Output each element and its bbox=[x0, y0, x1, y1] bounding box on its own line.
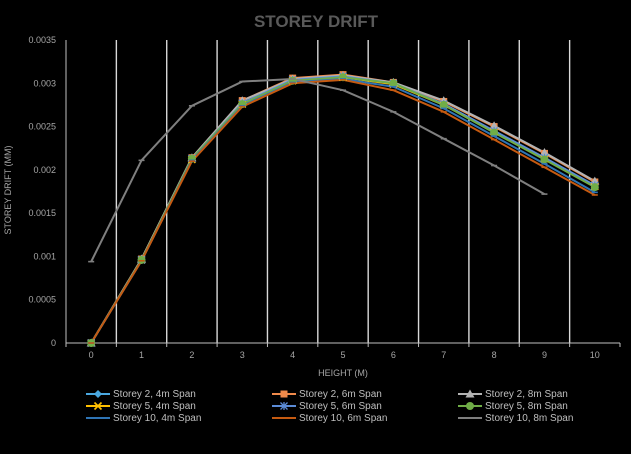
data-point bbox=[539, 148, 549, 157]
chart-title: STOREY DRIFT bbox=[254, 12, 379, 31]
legend-swatch bbox=[272, 390, 296, 398]
data-point bbox=[489, 121, 499, 130]
legend-item: Storey 5, 6m Span bbox=[271, 400, 382, 412]
legend-item: Storey 5, 8m Span bbox=[457, 400, 568, 412]
y-tick-label: 0.0035 bbox=[28, 35, 56, 45]
legend-swatch bbox=[458, 389, 482, 398]
x-tick-label: 10 bbox=[590, 350, 600, 360]
x-tick-label: 9 bbox=[542, 350, 547, 360]
legend-item: Storey 10, 6m Span bbox=[271, 412, 387, 424]
x-tick-label: 2 bbox=[189, 350, 194, 360]
data-point bbox=[540, 155, 549, 164]
x-tick-label: 4 bbox=[290, 350, 295, 360]
x-tick-label: 6 bbox=[391, 350, 396, 360]
x-tick-label: 5 bbox=[340, 350, 345, 360]
legend-item: Storey 10, 4m Span bbox=[85, 412, 201, 424]
legend-swatch bbox=[458, 417, 482, 419]
legend-label: Storey 10, 8m Span bbox=[485, 412, 574, 424]
legend-label: Storey 2, 8m Span bbox=[485, 388, 568, 400]
legend-swatch-marker bbox=[94, 390, 102, 398]
legend-swatch bbox=[272, 402, 296, 410]
y-tick-label: 0.0015 bbox=[28, 208, 56, 218]
data-point bbox=[490, 128, 499, 137]
legend-item: Storey 10, 8m Span bbox=[457, 412, 573, 424]
legend-label: Storey 5, 4m Span bbox=[113, 400, 196, 412]
x-tick-labels: 0 1 2 3 4 5 6 7 8 9 10 bbox=[89, 350, 600, 360]
y-tick-label: 0.0025 bbox=[28, 122, 56, 132]
legend-swatch bbox=[86, 401, 110, 411]
legend-swatch-marker bbox=[280, 402, 288, 410]
data-point bbox=[137, 255, 146, 264]
legend-swatch-marker bbox=[466, 402, 474, 410]
x-axis-label: HEIGHT (M) bbox=[318, 368, 368, 378]
legend-item: Storey 2, 8m Span bbox=[457, 388, 568, 400]
legend-item: Storey 2, 6m Span bbox=[271, 388, 382, 400]
data-point bbox=[439, 100, 448, 109]
legend-swatch-marker bbox=[93, 401, 103, 411]
y-tick-label: 0.0005 bbox=[28, 295, 56, 305]
y-tick-label: 0.003 bbox=[33, 78, 56, 88]
legend-item: Storey 5, 4m Span bbox=[85, 400, 196, 412]
legend-label: Storey 5, 8m Span bbox=[485, 400, 568, 412]
axes bbox=[65, 40, 621, 347]
legend-item: Storey 2, 4m Span bbox=[85, 388, 196, 400]
legend-swatch bbox=[458, 402, 482, 410]
series-markers bbox=[86, 70, 600, 348]
data-point bbox=[389, 79, 398, 88]
x-tick-label: 1 bbox=[139, 350, 144, 360]
legend-swatch bbox=[86, 390, 110, 398]
x-tick-label: 3 bbox=[240, 350, 245, 360]
legend-label: Storey 2, 4m Span bbox=[113, 388, 196, 400]
legend-label: Storey 2, 6m Span bbox=[299, 388, 382, 400]
series-line-9 bbox=[90, 77, 545, 263]
x-tick-label: 8 bbox=[492, 350, 497, 360]
data-point bbox=[590, 183, 599, 192]
legend-label: Storey 10, 6m Span bbox=[299, 412, 388, 424]
legend-swatch-marker bbox=[465, 389, 475, 398]
y-tick-labels: 0 0.0005 0.001 0.0015 0.002 0.0025 0.003 0.0035 bbox=[28, 35, 56, 348]
y-axis-label: STOREY DRIFT (MM) bbox=[3, 145, 13, 234]
legend-swatch-marker bbox=[280, 390, 288, 398]
y-tick-label: 0 bbox=[51, 338, 56, 348]
legend-swatch bbox=[86, 417, 110, 419]
legend-label: Storey 10, 4m Span bbox=[113, 412, 202, 424]
legend-swatch bbox=[272, 417, 296, 419]
legend-label: Storey 5, 6m Span bbox=[299, 400, 382, 412]
x-tick-label: 0 bbox=[89, 350, 94, 360]
x-tick-label: 7 bbox=[441, 350, 446, 360]
y-tick-label: 0.001 bbox=[33, 251, 56, 261]
y-tick-label: 0.002 bbox=[33, 165, 56, 175]
